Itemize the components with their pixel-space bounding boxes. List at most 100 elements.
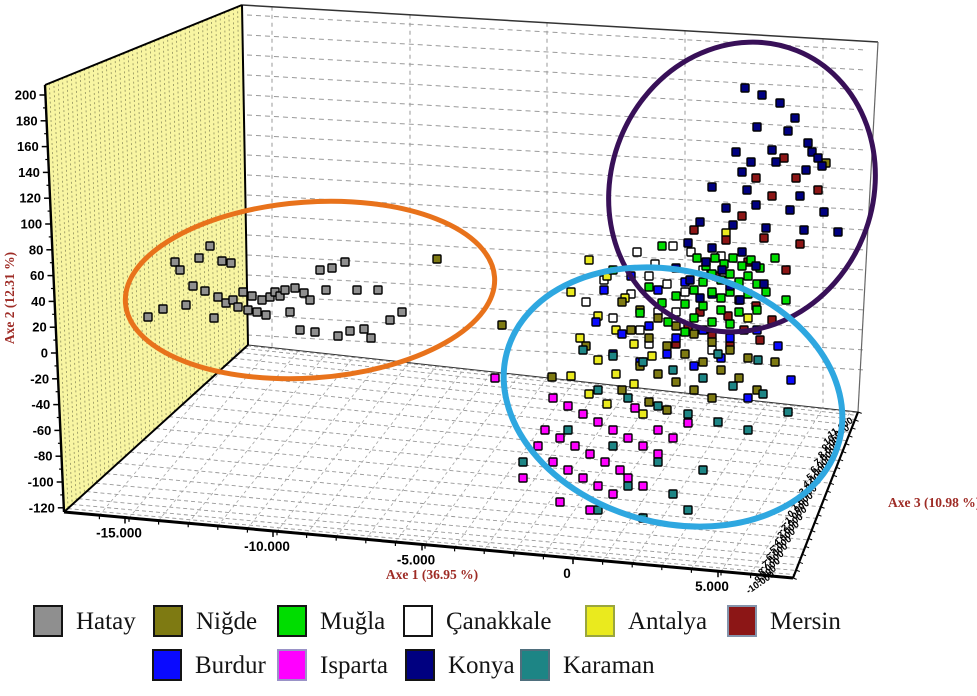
point-hatay	[209, 313, 219, 323]
point-konya	[728, 220, 738, 230]
point-karaman	[683, 505, 693, 515]
point-karaman	[608, 441, 618, 451]
svg-text:-10.000: -10.000	[244, 539, 290, 554]
point-hatay	[261, 310, 271, 320]
point-çanakkale	[644, 271, 654, 281]
point-karaman	[593, 385, 603, 395]
point-niğde	[653, 369, 663, 379]
point-niğde	[689, 329, 699, 339]
point-hatay	[373, 285, 383, 295]
point-hatay	[226, 258, 236, 268]
svg-text:100: 100	[20, 217, 42, 232]
point-konya	[685, 275, 695, 285]
point-isparta	[555, 433, 565, 443]
point-isparta	[548, 457, 558, 467]
point-hatay	[158, 304, 168, 314]
point-konya	[695, 293, 705, 303]
point-karaman	[638, 357, 648, 367]
point-muğla	[692, 253, 702, 263]
scatter-3d-plot: 200180160140120100806040200-20-40-60-80-…	[2, 4, 977, 597]
point-antalya	[566, 287, 576, 297]
point-isparta	[570, 441, 580, 451]
point-muğla	[707, 287, 717, 297]
point-hatay	[257, 295, 267, 305]
point-konya	[707, 243, 717, 253]
point-antalya	[602, 399, 612, 409]
point-karaman	[623, 393, 633, 403]
point-çanakkale	[680, 287, 690, 297]
point-antalya	[629, 379, 639, 389]
point-hatay	[213, 292, 223, 302]
point-hatay	[233, 302, 243, 312]
point-muğla	[689, 313, 699, 323]
point-antalya	[593, 355, 603, 365]
point-isparta	[593, 417, 603, 427]
point-antalya	[743, 313, 753, 323]
point-konya	[801, 165, 811, 175]
point-antalya	[584, 389, 594, 399]
legend-swatch-karaman	[520, 649, 550, 681]
svg-text:-120: -120	[29, 500, 55, 515]
point-mersin	[751, 173, 761, 183]
point-muğla	[725, 319, 735, 329]
point-burdur	[689, 361, 699, 371]
point-niğde	[432, 254, 442, 264]
point-hatay	[143, 312, 153, 322]
point-muğla	[710, 253, 720, 263]
svg-text:-5.000: -5.000	[397, 552, 435, 567]
point-hatay	[299, 288, 309, 298]
point-burdur	[599, 285, 609, 295]
svg-text:80: 80	[29, 242, 43, 257]
point-antalya	[584, 255, 594, 265]
svg-text:-20: -20	[30, 371, 49, 386]
point-muğla	[716, 293, 726, 303]
point-karaman	[743, 425, 753, 435]
point-konya	[751, 200, 761, 210]
point-isparta	[518, 473, 528, 483]
legend-item-konya: Konya	[405, 648, 515, 682]
axis-title-axe1: Axe 1 (36.95 %)	[386, 567, 478, 582]
point-hatay	[228, 295, 238, 305]
point-muğla	[716, 305, 726, 315]
point-muğla	[781, 295, 791, 305]
point-hatay	[194, 253, 204, 263]
point-karaman	[728, 381, 738, 391]
point-muğla	[770, 253, 780, 263]
point-karaman	[758, 389, 768, 399]
point-mersin	[767, 191, 777, 201]
point-hatay	[345, 326, 355, 336]
point-hatay	[200, 286, 210, 296]
point-niğde	[725, 345, 735, 355]
blue-cluster-ellipse	[500, 264, 846, 530]
point-isparta	[683, 418, 693, 428]
point-hatay	[359, 324, 369, 334]
point-hatay	[217, 256, 227, 266]
point-hatay	[205, 241, 215, 251]
point-konya	[721, 203, 731, 213]
point-isparta	[563, 401, 573, 411]
legend-item-mersin: Mersin	[727, 604, 841, 638]
point-mersin	[689, 225, 699, 235]
point-burdur	[743, 393, 753, 403]
point-isparta	[608, 489, 618, 499]
point-hatay	[243, 305, 253, 315]
point-mersin	[755, 335, 765, 345]
svg-text:-15.000: -15.000	[96, 526, 142, 541]
point-hatay	[170, 257, 180, 267]
legend-swatch-mugla	[277, 605, 307, 637]
point-karaman	[653, 401, 663, 411]
point-isparta	[608, 425, 618, 435]
point-konya	[783, 126, 793, 136]
point-hatay	[247, 291, 257, 301]
point-antalya	[647, 351, 657, 361]
svg-text:160: 160	[17, 139, 39, 154]
point-isparta	[593, 481, 603, 491]
legend-item-nigde: Niğde	[153, 604, 257, 638]
point-konya	[790, 113, 800, 123]
legend-swatch-canakkale	[403, 605, 433, 637]
point-hatay	[305, 295, 315, 305]
point-isparta	[623, 473, 633, 483]
point-hatay	[366, 333, 376, 343]
legend-item-mugla: Muğla	[277, 604, 385, 638]
